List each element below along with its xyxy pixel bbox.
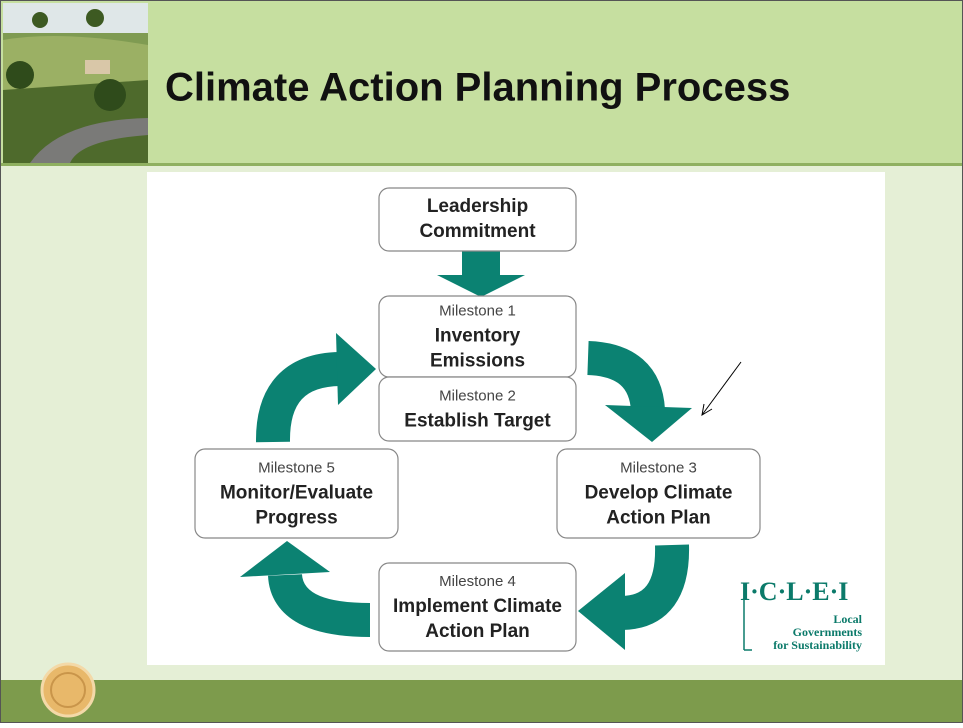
box-label: Milestone 1 xyxy=(439,302,516,319)
box-title: Monitor/Evaluate xyxy=(220,483,373,504)
box-title: Commitment xyxy=(419,221,536,242)
footer-bar xyxy=(0,680,963,723)
slide-title: Climate Action Planning Process xyxy=(165,66,790,110)
box-title: Inventory xyxy=(435,326,521,347)
slide: Climate Action Planning Process Leadersh… xyxy=(0,0,963,723)
footer-seal xyxy=(42,664,94,716)
box-label: Milestone 3 xyxy=(620,459,697,476)
header-rule xyxy=(0,163,963,166)
logo-line: Governments xyxy=(793,625,863,639)
box-title: Action Plan xyxy=(425,621,530,642)
logo-line: for Sustainability xyxy=(773,638,862,652)
box-title: Leadership xyxy=(427,196,528,217)
logo-line: Local xyxy=(833,612,862,626)
box-label: Milestone 5 xyxy=(258,459,335,476)
header-photo xyxy=(3,3,148,163)
box-title: Action Plan xyxy=(606,508,711,529)
box-title: Progress xyxy=(255,508,337,529)
box-title: Develop Climate xyxy=(585,483,733,504)
page: {"header": {"title": "Climate Action Pla… xyxy=(0,0,963,723)
box-label: Milestone 2 xyxy=(439,387,516,404)
box-label: Milestone 4 xyxy=(439,573,516,590)
box-title: Implement Climate xyxy=(393,596,562,617)
box-title: Establish Target xyxy=(404,411,551,432)
logo-name: I·C·L·E·I xyxy=(740,577,848,606)
box-title: Emissions xyxy=(430,351,525,372)
